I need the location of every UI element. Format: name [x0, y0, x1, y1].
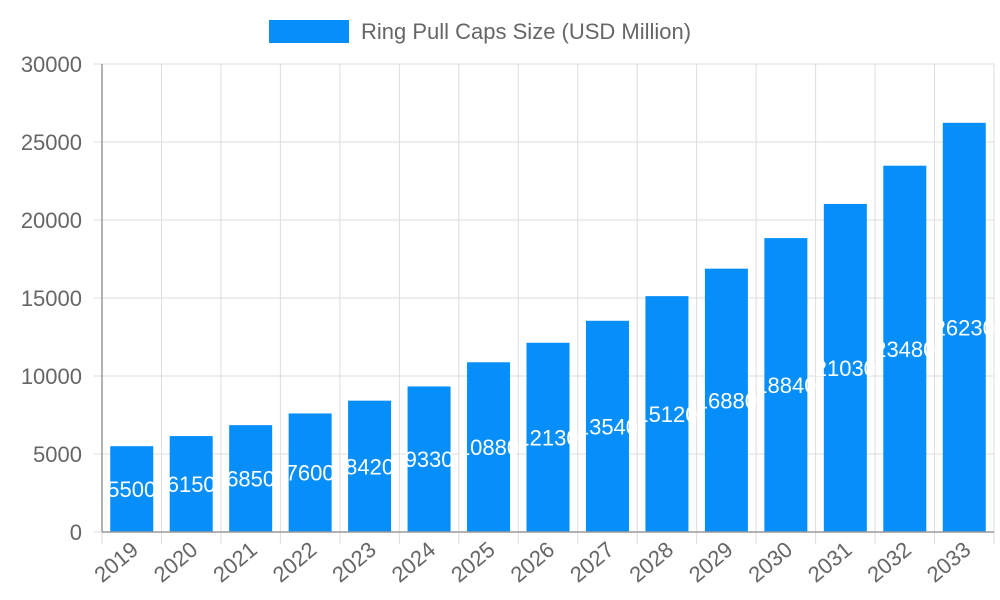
x-tick-label: 2021 — [208, 537, 262, 588]
data-label-2020: 6150 — [167, 472, 216, 497]
x-tick-label: 2022 — [268, 537, 322, 588]
bar-2029 — [704, 268, 748, 532]
legend[interactable]: Ring Pull Caps Size (USD Million) — [269, 19, 691, 44]
y-tick-label: 5000 — [33, 442, 82, 467]
data-label-2024: 9330 — [405, 447, 454, 472]
data-label-2032: 23480 — [874, 337, 935, 362]
data-label-2021: 6850 — [226, 467, 275, 492]
bar-2026 — [526, 342, 570, 532]
y-tick-label: 25000 — [21, 130, 82, 155]
bar-2025 — [467, 362, 511, 532]
x-tick-label: 2033 — [922, 537, 976, 588]
x-tick-label: 2031 — [803, 537, 857, 588]
bar-2031 — [823, 203, 867, 532]
y-tick-label: 20000 — [21, 208, 82, 233]
x-tick-label: 2024 — [387, 537, 441, 588]
x-tick-label: 2025 — [446, 537, 500, 588]
bar-2022 — [288, 413, 332, 532]
x-tick-label: 2028 — [625, 537, 679, 588]
bar-2030 — [764, 238, 808, 532]
data-label-2023: 8420 — [345, 454, 394, 479]
bar-2027 — [585, 320, 629, 532]
y-tick-label: 0 — [70, 520, 82, 545]
x-tick-label: 2030 — [744, 537, 798, 588]
x-tick-label: 2019 — [89, 537, 143, 588]
data-label-2025: 10880 — [458, 435, 519, 460]
bar-2020 — [169, 436, 213, 532]
legend-label: Ring Pull Caps Size (USD Million) — [361, 19, 691, 44]
bar-2024 — [407, 386, 451, 532]
x-tick-label: 2032 — [862, 537, 916, 588]
x-tick-label: 2026 — [506, 537, 560, 588]
data-label-2026: 12130 — [517, 425, 578, 450]
data-label-2029: 16880 — [696, 388, 757, 413]
y-tick-label: 15000 — [21, 286, 82, 311]
bar-2032 — [883, 165, 927, 532]
data-label-2027: 13540 — [577, 414, 638, 439]
y-tick-label: 10000 — [21, 364, 82, 389]
bar-2021 — [229, 425, 273, 532]
data-label-2022: 7600 — [286, 461, 335, 486]
y-tick-label: 30000 — [21, 52, 82, 77]
bar-2019 — [110, 446, 154, 532]
x-tick-label: 2029 — [684, 537, 738, 588]
bar-2033 — [942, 122, 986, 532]
x-tick-label: 2027 — [565, 537, 619, 588]
x-tick-label: 2023 — [327, 537, 381, 588]
bar-2023 — [348, 400, 392, 532]
data-label-2028: 15120 — [636, 402, 697, 427]
x-tick-label: 2020 — [149, 537, 203, 588]
data-label-2019: 5500 — [107, 477, 156, 502]
data-label-2031: 21030 — [815, 356, 876, 381]
bar-2028 — [645, 296, 689, 532]
data-label-2033: 26230 — [934, 315, 995, 340]
legend-swatch — [269, 20, 349, 43]
data-label-2030: 18840 — [755, 373, 816, 398]
